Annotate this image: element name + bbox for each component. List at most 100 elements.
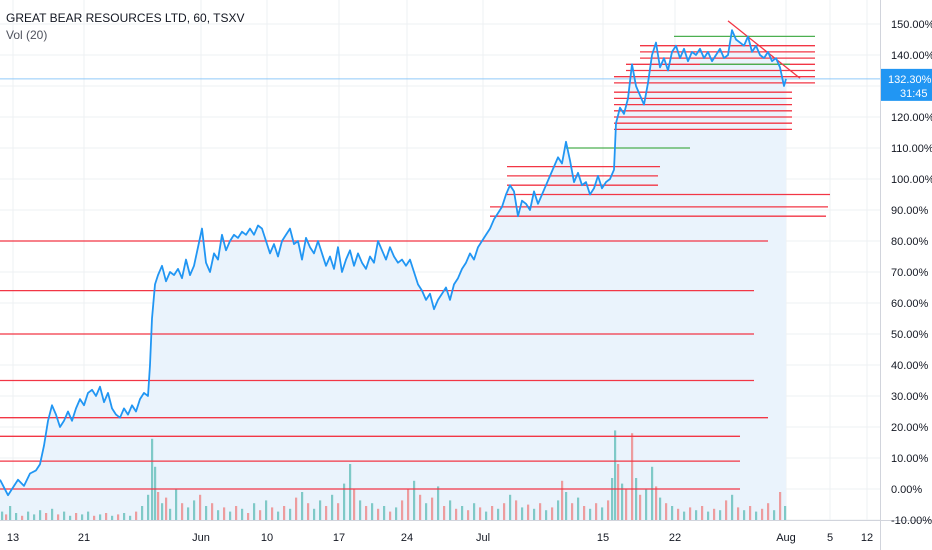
volume-bar: [551, 507, 554, 520]
y-tick-label: 140.00%: [891, 50, 932, 62]
volume-bar: [713, 508, 716, 520]
volume-bar: [437, 486, 440, 520]
volume-bar: [141, 506, 144, 520]
price-badge-timer: 31:45: [900, 88, 928, 100]
volume-bar: [491, 506, 494, 520]
x-tick-label: 5: [827, 532, 833, 544]
volume-bar: [539, 503, 542, 520]
volume-bar: [515, 500, 518, 520]
volume-bar: [21, 515, 24, 520]
price-area: [0, 30, 786, 520]
volume-bar: [51, 508, 54, 520]
volume-bar: [353, 489, 356, 520]
volume-bar: [87, 511, 90, 520]
volume-bar: [701, 506, 704, 520]
x-tick-label: Jul: [476, 532, 490, 544]
x-tick-label: 10: [261, 532, 273, 544]
volume-bar: [283, 506, 286, 520]
x-tick-label: 17: [333, 532, 345, 544]
price-badge: 132.30% 31:45: [881, 68, 932, 101]
volume-bar: [154, 466, 157, 520]
volume-bar: [521, 507, 524, 520]
x-tick-label: 12: [861, 532, 873, 544]
y-tick-label: 120.00%: [891, 112, 932, 124]
volume-bar: [497, 508, 500, 520]
volume-bar: [443, 506, 446, 520]
trend-line: [727, 20, 801, 79]
volume-bar: [253, 503, 256, 520]
volume-bar: [621, 483, 624, 520]
volume-bar: [617, 464, 620, 520]
volume-bar: [737, 507, 740, 520]
volume-bar: [655, 486, 658, 520]
volume-bar: [645, 489, 648, 520]
volume-bar: [719, 510, 722, 520]
symbol-title[interactable]: GREAT BEAR RESOURCES LTD, 60, TSXV: [6, 11, 245, 25]
volume-bar: [755, 511, 758, 520]
volume-bar: [211, 503, 214, 520]
volume-bar: [33, 514, 36, 520]
volume-bar: [307, 503, 310, 520]
volume-bars: [1, 430, 787, 520]
volume-bar: [779, 492, 782, 520]
volume-bar: [607, 500, 610, 520]
volume-bar: [571, 503, 574, 520]
volume-bar: [235, 506, 238, 520]
volume-bar: [365, 506, 368, 520]
price-line-layer: [0, 29, 787, 497]
y-tick-label: 60.00%: [891, 298, 929, 310]
volume-bar: [533, 508, 536, 520]
volume-bar: [671, 506, 674, 520]
volume-bar: [631, 433, 634, 520]
volume-bar: [485, 511, 488, 520]
volume-bar: [455, 508, 458, 520]
x-tick-label: 21: [78, 532, 90, 544]
volume-bar: [69, 515, 72, 520]
volume-bar: [265, 500, 268, 520]
volume-bar: [407, 489, 410, 520]
volume-bar: [743, 510, 746, 520]
volume-bar: [63, 511, 66, 520]
volume-indicator-label[interactable]: Vol (20): [6, 28, 48, 42]
volume-bar: [614, 430, 617, 520]
volume-bar: [589, 508, 592, 520]
volume-bar: [169, 508, 172, 520]
volume-bar: [395, 507, 398, 520]
volume-bar: [731, 494, 734, 520]
volume-bar: [105, 513, 108, 520]
volume-bar: [129, 515, 132, 520]
volume-bar: [193, 500, 196, 520]
volume-bar: [659, 497, 662, 520]
volume-bar: [247, 513, 250, 520]
y-tick-label: 100.00%: [891, 174, 932, 186]
y-tick-label: 10.00%: [891, 453, 929, 465]
volume-bar: [635, 478, 638, 520]
y-tick-label: 40.00%: [891, 360, 929, 372]
y-tick-label: 20.00%: [891, 422, 929, 434]
volume-bar: [601, 507, 604, 520]
volume-bar: [577, 497, 580, 520]
volume-bar: [413, 480, 416, 520]
volume-bar: [295, 497, 298, 520]
volume-bar: [313, 508, 316, 520]
volume-bar: [289, 508, 292, 520]
horizontal-levels[interactable]: [0, 20, 880, 490]
volume-bar: [161, 503, 164, 520]
volume-bar: [187, 507, 190, 520]
x-tick-label: Aug: [776, 532, 796, 544]
volume-bar: [565, 492, 568, 520]
volume-bar: [5, 514, 8, 520]
volume-bar: [117, 514, 120, 520]
y-tick-label: 50.00%: [891, 329, 929, 341]
volume-bar: [135, 511, 138, 520]
volume-bar: [419, 494, 422, 520]
volume-bar: [259, 510, 262, 520]
volume-bar: [509, 494, 512, 520]
volume-bar: [467, 510, 470, 520]
volume-bar: [749, 506, 752, 520]
volume-bar: [651, 466, 654, 520]
x-tick-label: 13: [7, 532, 19, 544]
volume-bar: [301, 492, 304, 520]
